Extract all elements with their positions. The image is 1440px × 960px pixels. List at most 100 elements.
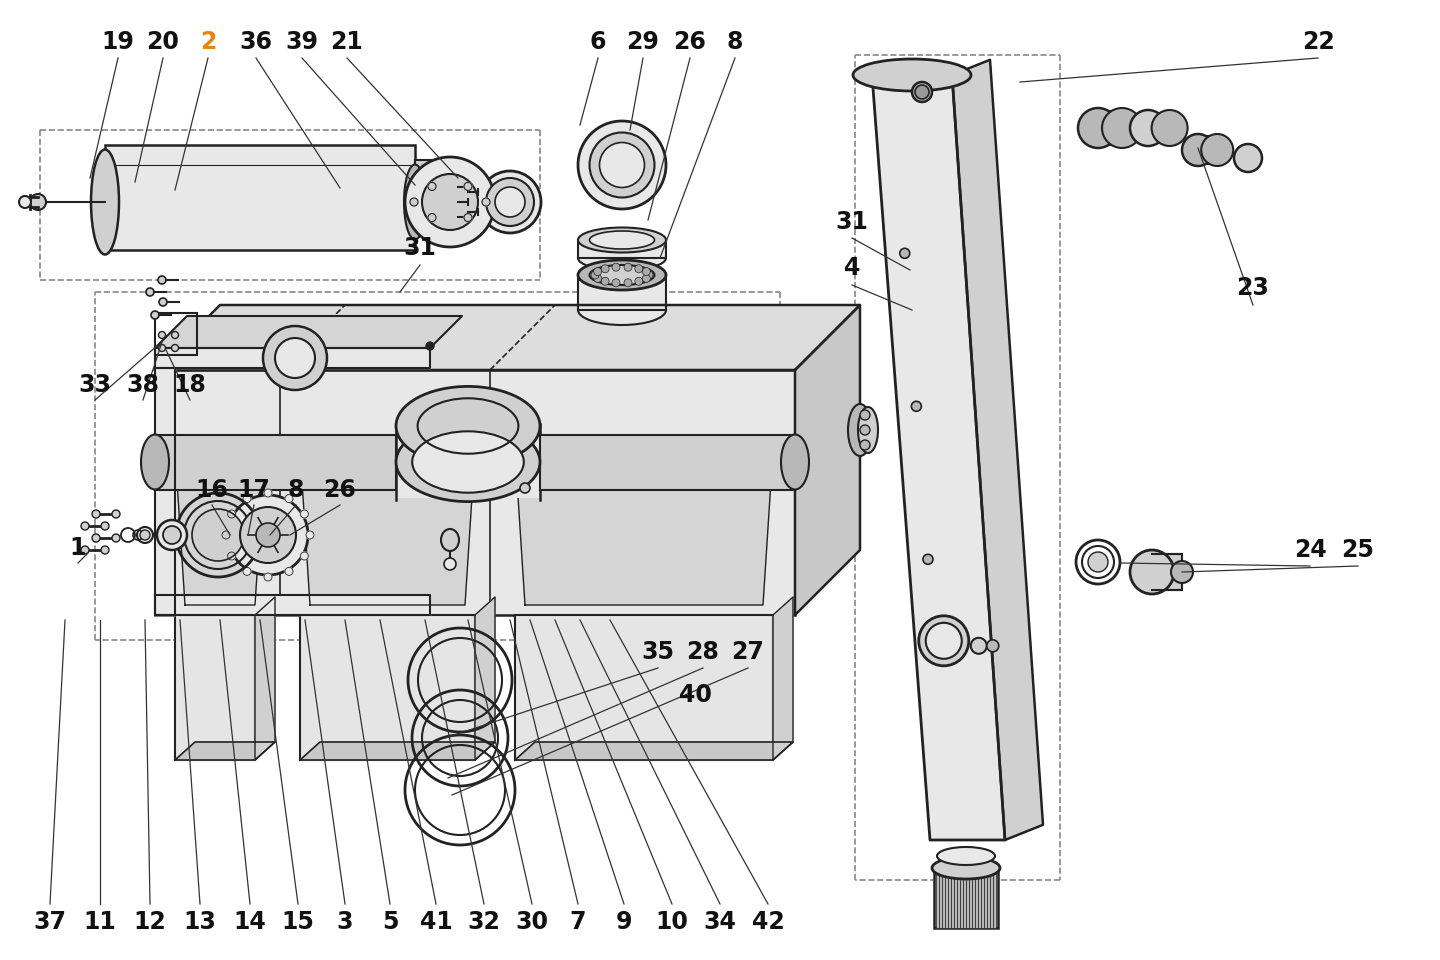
Text: 12: 12 xyxy=(134,910,167,934)
Text: 36: 36 xyxy=(239,30,272,54)
Bar xyxy=(939,868,942,928)
Ellipse shape xyxy=(577,121,665,209)
Text: 5: 5 xyxy=(382,910,399,934)
Ellipse shape xyxy=(405,164,426,239)
Ellipse shape xyxy=(589,132,655,198)
Ellipse shape xyxy=(848,404,873,456)
Text: 20: 20 xyxy=(147,30,180,54)
Ellipse shape xyxy=(912,82,932,102)
Text: 38: 38 xyxy=(127,373,160,397)
Bar xyxy=(415,160,449,235)
Text: 25: 25 xyxy=(1342,538,1374,562)
Text: 23: 23 xyxy=(1237,276,1270,300)
Bar xyxy=(972,868,975,928)
Text: 41: 41 xyxy=(419,910,452,934)
Circle shape xyxy=(986,639,999,652)
Bar xyxy=(1152,554,1182,590)
Text: 31: 31 xyxy=(835,210,868,234)
Text: 13: 13 xyxy=(183,910,216,934)
Text: 29: 29 xyxy=(626,30,660,54)
Circle shape xyxy=(151,311,158,319)
Ellipse shape xyxy=(932,857,999,879)
Circle shape xyxy=(158,345,166,351)
Ellipse shape xyxy=(589,231,655,249)
Circle shape xyxy=(285,494,292,503)
Circle shape xyxy=(635,265,642,273)
Bar xyxy=(577,240,665,258)
Circle shape xyxy=(593,275,602,282)
Ellipse shape xyxy=(495,187,526,217)
Polygon shape xyxy=(255,597,275,760)
Text: 15: 15 xyxy=(282,910,314,934)
Circle shape xyxy=(163,526,181,544)
Circle shape xyxy=(482,198,490,206)
Text: 30: 30 xyxy=(516,910,549,934)
Circle shape xyxy=(600,277,609,285)
Polygon shape xyxy=(475,597,495,760)
Ellipse shape xyxy=(577,246,665,271)
Polygon shape xyxy=(156,368,176,615)
Circle shape xyxy=(405,157,495,247)
Ellipse shape xyxy=(91,150,120,254)
Circle shape xyxy=(912,401,922,411)
Circle shape xyxy=(228,510,236,518)
Ellipse shape xyxy=(1079,108,1117,148)
Circle shape xyxy=(1089,552,1107,572)
Circle shape xyxy=(158,331,166,339)
Polygon shape xyxy=(873,75,1005,840)
Bar xyxy=(986,868,989,928)
Circle shape xyxy=(92,510,99,518)
Bar xyxy=(950,868,953,928)
Text: 7: 7 xyxy=(570,910,586,934)
Text: 8: 8 xyxy=(288,478,304,502)
Circle shape xyxy=(612,278,621,287)
Text: 3: 3 xyxy=(337,910,353,934)
Ellipse shape xyxy=(141,435,168,490)
Circle shape xyxy=(860,410,870,420)
Circle shape xyxy=(81,546,89,554)
Circle shape xyxy=(222,531,230,539)
Circle shape xyxy=(101,522,109,530)
Circle shape xyxy=(612,263,621,272)
Text: 26: 26 xyxy=(674,30,707,54)
Bar xyxy=(396,426,540,498)
Circle shape xyxy=(137,527,153,543)
Text: 10: 10 xyxy=(655,910,688,934)
Circle shape xyxy=(240,507,297,563)
Circle shape xyxy=(264,326,327,390)
Circle shape xyxy=(422,174,478,230)
Text: 6: 6 xyxy=(590,30,606,54)
Text: 2: 2 xyxy=(200,30,216,54)
Text: 26: 26 xyxy=(324,478,357,502)
Circle shape xyxy=(926,623,962,659)
Text: 16: 16 xyxy=(196,478,229,502)
Bar xyxy=(300,615,475,760)
Bar xyxy=(969,868,972,928)
Circle shape xyxy=(642,275,651,282)
Bar xyxy=(1198,136,1217,163)
Bar xyxy=(540,435,795,490)
Bar xyxy=(978,868,981,928)
Bar xyxy=(156,313,197,355)
Ellipse shape xyxy=(412,431,524,492)
Circle shape xyxy=(305,531,314,539)
Circle shape xyxy=(92,534,99,542)
Text: 11: 11 xyxy=(84,910,117,934)
Text: 14: 14 xyxy=(233,910,266,934)
Polygon shape xyxy=(773,597,793,760)
Circle shape xyxy=(112,510,120,518)
Ellipse shape xyxy=(852,59,971,91)
Circle shape xyxy=(158,276,166,284)
Text: 4: 4 xyxy=(844,256,860,280)
Circle shape xyxy=(426,342,433,350)
Circle shape xyxy=(228,495,308,575)
Ellipse shape xyxy=(577,295,665,325)
Text: 17: 17 xyxy=(238,478,271,502)
Text: 32: 32 xyxy=(468,910,501,934)
Polygon shape xyxy=(176,450,265,605)
Circle shape xyxy=(228,552,236,560)
Circle shape xyxy=(301,510,308,518)
Circle shape xyxy=(112,534,120,542)
Circle shape xyxy=(264,573,272,581)
Polygon shape xyxy=(156,595,431,615)
